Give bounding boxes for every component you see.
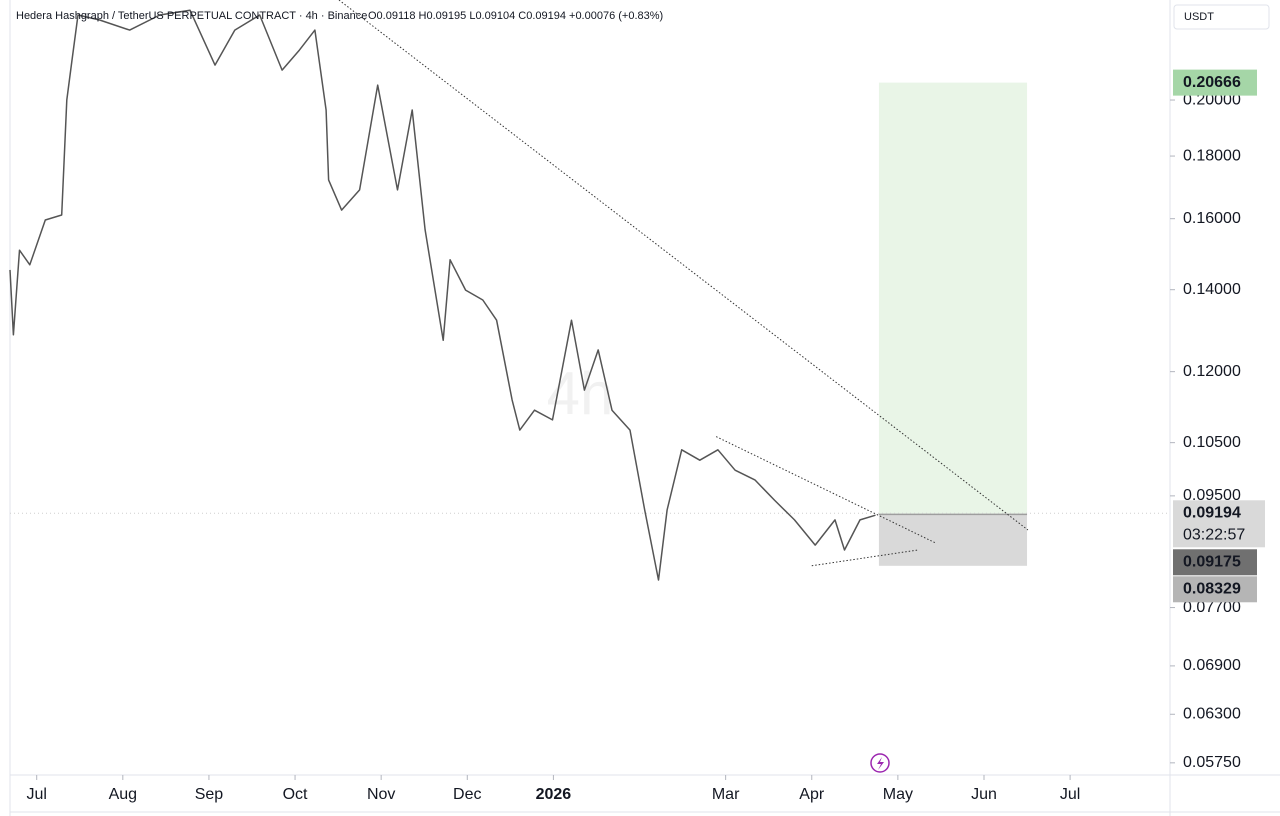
price-line [9, 9, 876, 581]
last-price-label-box [1173, 500, 1265, 527]
x-tick-label: Jul [26, 786, 46, 803]
entry-price-label-box [1173, 549, 1257, 576]
countdown: 03:22:57 [1183, 526, 1245, 543]
x-tick-label: Jul [1060, 786, 1080, 803]
ohlc: O0.09118 H0.09195 L0.09104 C0.09194 +0.0… [368, 10, 663, 22]
x-tick-label: Sep [195, 786, 224, 803]
y-tick-label: 0.14000 [1183, 281, 1241, 298]
currency-button[interactable] [1173, 4, 1270, 30]
target-price-label-box [1173, 69, 1257, 96]
y-tick-label: 0.10500 [1183, 434, 1241, 451]
trend-line [811, 549, 918, 567]
y-tick-label: 0.05750 [1183, 754, 1241, 771]
y-tick-label: 0.06300 [1183, 705, 1241, 722]
symbol-title: Hedera Hashgraph / TetherUS PERPETUAL CO… [16, 10, 367, 22]
y-tick-label: 0.12000 [1183, 363, 1241, 380]
y-tick-label: 0.07700 [1183, 599, 1241, 616]
stop-price-label: 0.08329 [1183, 580, 1241, 597]
y-tick-label: 0.18000 [1183, 147, 1241, 164]
event-icon[interactable] [870, 753, 890, 773]
y-tick-label: 0.16000 [1183, 210, 1241, 227]
x-tick-label: 2026 [536, 786, 572, 803]
x-tick-label: Oct [283, 786, 308, 803]
x-tick-label: Dec [453, 786, 481, 803]
target-price-label: 0.20666 [1183, 74, 1241, 91]
last-price-label: 0.09194 [1183, 504, 1241, 521]
currency: USDT [1184, 11, 1214, 23]
x-tick-label: Nov [367, 786, 395, 803]
countdown-box [1173, 523, 1265, 548]
y-tick-label: 0.06900 [1183, 657, 1241, 674]
x-tick-label: Aug [109, 786, 137, 803]
stop-price-label-box [1173, 576, 1257, 603]
x-tick-label: May [883, 786, 913, 803]
x-tick-label: Apr [799, 786, 825, 803]
x-tick-label: Mar [712, 786, 740, 803]
position-target-zone [878, 82, 1028, 515]
entry-price-label: 0.09175 [1183, 553, 1241, 570]
x-tick-label: Jun [971, 786, 997, 803]
trend-line [338, 0, 1029, 531]
y-tick-label: 0.09500 [1183, 487, 1241, 504]
position-stop-zone [878, 514, 1028, 566]
event-bolt [877, 757, 884, 770]
